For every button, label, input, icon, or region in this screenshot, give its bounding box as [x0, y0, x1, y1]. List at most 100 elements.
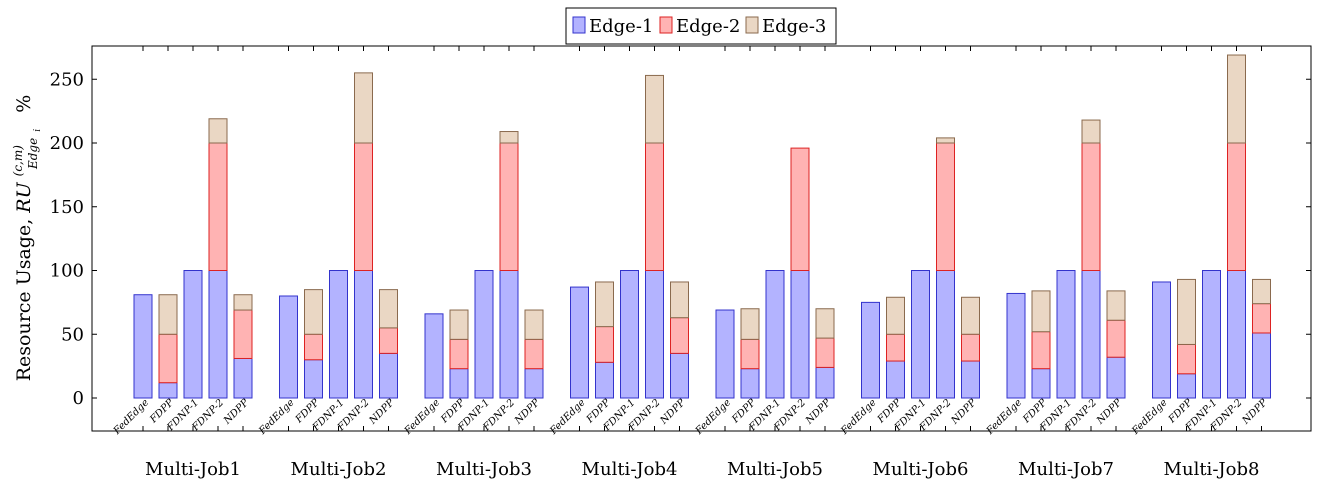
plot-frame — [91, 45, 1312, 432]
bar-segment-edge-1 — [499, 270, 519, 399]
legend-swatch-edge-3 — [745, 16, 759, 34]
bar-segment-edge-3 — [304, 289, 323, 335]
method-label: NDPP — [1240, 397, 1270, 427]
bar-segment-edge-1 — [911, 270, 930, 399]
bar-segment-edge-1 — [1227, 270, 1246, 399]
bar-segment-edge-2 — [670, 317, 689, 354]
bar-segment-edge-1 — [1202, 270, 1221, 399]
bar-segment-edge-1 — [279, 295, 298, 399]
bar-segment-edge-3 — [645, 74, 664, 144]
bar-segment-edge-2 — [524, 338, 544, 370]
bar-segment-edge-2 — [936, 142, 955, 271]
legend-swatch-edge-2 — [659, 16, 673, 34]
bar-segment-edge-3 — [1227, 54, 1246, 144]
bar-segment-edge-1 — [620, 270, 639, 399]
bar-segment-edge-3 — [886, 296, 905, 335]
bar-segment-edge-3 — [524, 309, 544, 340]
bar-segment-edge-1 — [765, 270, 785, 399]
group-label: Multi-Job5 — [727, 459, 823, 480]
bar-segment-edge-1 — [233, 357, 253, 399]
bar-segment-edge-1 — [449, 368, 469, 399]
bar-segment-edge-3 — [449, 309, 469, 340]
bar-segment-edge-2 — [449, 338, 469, 370]
bar-segment-edge-1 — [354, 270, 373, 399]
bar-segment-edge-1 — [474, 270, 494, 399]
group-label: Multi-Job2 — [291, 459, 387, 480]
bar-segment-edge-1 — [936, 270, 955, 399]
group-label: Multi-Job7 — [1018, 459, 1114, 480]
legend-box — [565, 7, 837, 45]
bar-segment-edge-3 — [961, 296, 980, 335]
bar-segment-edge-1 — [304, 359, 323, 399]
legend-swatch-edge-1 — [572, 16, 586, 34]
bar-segment-edge-1 — [1252, 332, 1271, 399]
legend: Edge-1 Edge-2 Edge-3 — [565, 7, 837, 45]
method-label: NDPP — [658, 397, 688, 427]
bar-segment-edge-1 — [1106, 356, 1126, 399]
y-axis-label-sup: (c,m) — [11, 145, 25, 177]
bar-segment-edge-1 — [524, 368, 544, 399]
bar-segment-edge-1 — [133, 294, 153, 399]
legend-label: Edge-1 — [589, 16, 653, 37]
bar-segment-edge-2 — [1031, 331, 1051, 370]
bar-segment-edge-1 — [183, 270, 203, 399]
bar-segment-edge-2 — [886, 333, 905, 362]
y-tick-label: 100 — [50, 261, 84, 282]
bar-segment-edge-3 — [158, 294, 178, 335]
bar-segment-edge-1 — [208, 270, 228, 399]
y-axis-label: Resource Usage, RU (c,m) Edge i % — [5, 95, 45, 382]
bar-segment-edge-3 — [1081, 119, 1101, 144]
bar-segment-edge-2 — [1081, 142, 1101, 271]
bar-segment-edge-3 — [740, 308, 760, 340]
y-axis: 0 50 100 150 200 250 — [50, 69, 1311, 409]
y-axis-label-subsub: i — [33, 129, 43, 132]
bar-segment-edge-3 — [354, 72, 373, 144]
method-label: NDPP — [221, 397, 251, 427]
bar-segment-edge-2 — [595, 326, 614, 363]
bar-segment-edge-1 — [1177, 373, 1196, 399]
bar-segment-edge-3 — [1031, 290, 1051, 333]
bar-segment-edge-2 — [790, 147, 810, 272]
bar-segment-edge-3 — [815, 308, 835, 339]
bar-segment-edge-2 — [208, 142, 228, 271]
y-tick-label: 250 — [50, 69, 84, 90]
bar-segment-edge-3 — [1252, 278, 1271, 305]
bar-segment-edge-2 — [1252, 303, 1271, 334]
y-axis-label-unit: % — [13, 95, 35, 113]
method-label: NDPP — [949, 397, 979, 427]
bar-segment-edge-2 — [645, 142, 664, 271]
bar-segment-edge-1 — [329, 270, 348, 399]
bar-segment-edge-3 — [1106, 290, 1126, 321]
bar-segment-edge-1 — [424, 313, 444, 399]
bar-segment-edge-1 — [1152, 281, 1171, 399]
bar-segment-edge-3 — [936, 137, 955, 144]
bar-segment-edge-1 — [715, 309, 735, 399]
bar-segment-edge-2 — [158, 333, 178, 384]
bar-segment-edge-1 — [740, 368, 760, 399]
bar-segment-edge-1 — [595, 361, 614, 399]
y-tick-label: 0 — [73, 388, 84, 409]
bar-segment-edge-1 — [886, 360, 905, 399]
bar-segment-edge-3 — [379, 289, 398, 329]
group-label: Multi-Job3 — [436, 459, 532, 480]
bar-segment-edge-1 — [1031, 368, 1051, 399]
bar-segment-edge-2 — [1177, 343, 1196, 375]
bar-segment-edge-1 — [1056, 270, 1076, 399]
bar-segment-edge-2 — [740, 338, 760, 370]
bar-segment-edge-2 — [379, 327, 398, 354]
bar-segment-edge-1 — [670, 352, 689, 399]
y-axis-label-sub: Edge — [26, 138, 40, 170]
y-tick-label: 50 — [61, 324, 84, 345]
bar-segment-edge-3 — [595, 281, 614, 328]
bar-segment-edge-1 — [1081, 270, 1101, 399]
bar-segment-edge-1 — [158, 382, 178, 399]
y-tick-label: 200 — [50, 133, 84, 154]
legend-label: Edge-2 — [676, 16, 740, 37]
group-label: Multi-Job4 — [582, 459, 678, 480]
bar-segment-edge-2 — [354, 142, 373, 271]
bar-segment-edge-1 — [570, 286, 589, 399]
bar-segment-edge-2 — [961, 333, 980, 362]
bar-segment-edge-2 — [815, 337, 835, 368]
legend-label: Edge-3 — [762, 16, 826, 37]
